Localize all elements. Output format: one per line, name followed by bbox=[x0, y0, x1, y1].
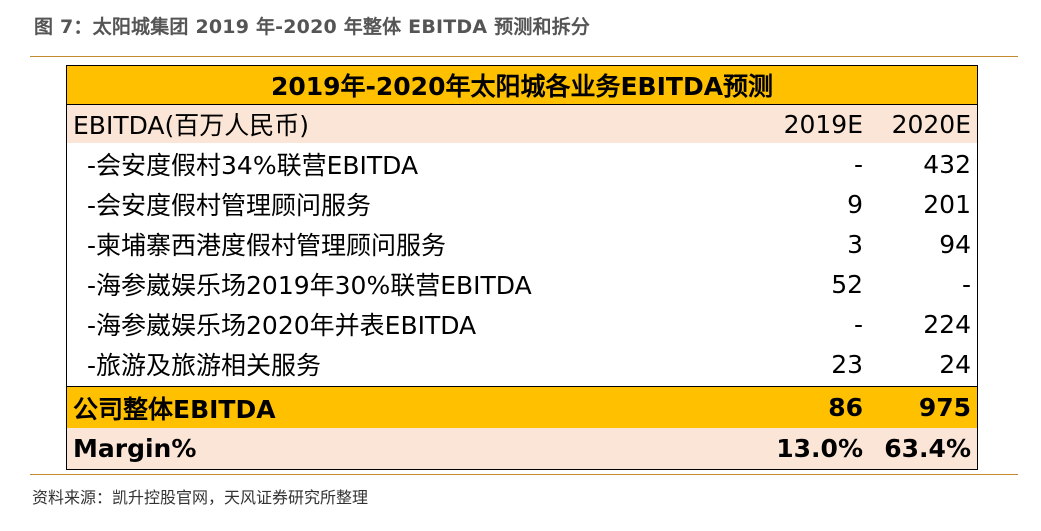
header-2020e: 2020E bbox=[891, 109, 971, 139]
row-value-2019e: 52 bbox=[831, 269, 863, 299]
row-label: -柬埔寨西港度假村管理顾问服务 bbox=[87, 231, 447, 260]
row-label: -海参崴娱乐场2020年并表EBITDA bbox=[87, 311, 477, 340]
header-2019e: 2019E bbox=[783, 109, 863, 139]
table-row: -会安度假村34%联营EBITDA - 432 bbox=[67, 144, 977, 184]
row-value-2019e: 9 bbox=[847, 189, 863, 219]
source-note: 资料来源：凯升控股官网，天风证券研究所整理 bbox=[32, 488, 369, 507]
table-row: -会安度假村管理顾问服务 9 201 bbox=[67, 184, 977, 224]
margin-row: Margin% 13.0% 63.4% bbox=[67, 428, 977, 469]
row-value-2019e: - bbox=[853, 149, 863, 179]
row-value-2019e: 3 bbox=[847, 229, 863, 259]
row-value-2020e: - bbox=[961, 269, 971, 299]
bottom-divider bbox=[30, 474, 1018, 475]
row-value-2020e: 432 bbox=[923, 149, 971, 179]
total-row: 公司整体EBITDA 86 975 bbox=[67, 386, 977, 428]
table-title-row: 2019年-2020年太阳城各业务EBITDA预测 bbox=[67, 66, 977, 105]
figure-title: 图 7：太阳城集团 2019 年-2020 年整体 EBITDA 预测和拆分 bbox=[34, 16, 591, 38]
total-value-2019e: 86 bbox=[828, 393, 863, 422]
row-value-2020e: 201 bbox=[923, 189, 971, 219]
ebitda-table: 2019年-2020年太阳城各业务EBITDA预测 EBITDA(百万人民币) … bbox=[66, 65, 978, 470]
row-label: -会安度假村管理顾问服务 bbox=[87, 191, 372, 220]
margin-value-2019e: 13.0% bbox=[776, 434, 863, 463]
total-value-2020e: 975 bbox=[918, 393, 971, 422]
row-value-2020e: 94 bbox=[939, 229, 971, 259]
header-label: EBITDA(百万人民币) bbox=[73, 111, 310, 140]
row-label: -海参崴娱乐场2019年30%联营EBITDA bbox=[87, 271, 532, 300]
row-label: -旅游及旅游相关服务 bbox=[87, 351, 322, 380]
top-divider bbox=[30, 56, 1018, 57]
row-value-2019e: - bbox=[853, 309, 863, 339]
row-label: -会安度假村34%联营EBITDA bbox=[87, 151, 419, 180]
total-label: 公司整体EBITDA bbox=[73, 394, 276, 424]
table-row: -海参崴娱乐场2020年并表EBITDA - 224 bbox=[67, 304, 977, 344]
row-value-2019e: 23 bbox=[831, 349, 863, 379]
row-value-2020e: 24 bbox=[939, 349, 971, 379]
table-row: -旅游及旅游相关服务 23 24 bbox=[67, 344, 977, 384]
table-row: -柬埔寨西港度假村管理顾问服务 3 94 bbox=[67, 224, 977, 264]
table-header-row: EBITDA(百万人民币) 2019E 2020E bbox=[67, 105, 977, 143]
table-row: -海参崴娱乐场2019年30%联营EBITDA 52 - bbox=[67, 264, 977, 304]
row-value-2020e: 224 bbox=[923, 309, 971, 339]
table-title: 2019年-2020年太阳城各业务EBITDA预测 bbox=[270, 72, 774, 101]
margin-value-2020e: 63.4% bbox=[884, 434, 971, 463]
margin-label: Margin% bbox=[73, 434, 197, 463]
